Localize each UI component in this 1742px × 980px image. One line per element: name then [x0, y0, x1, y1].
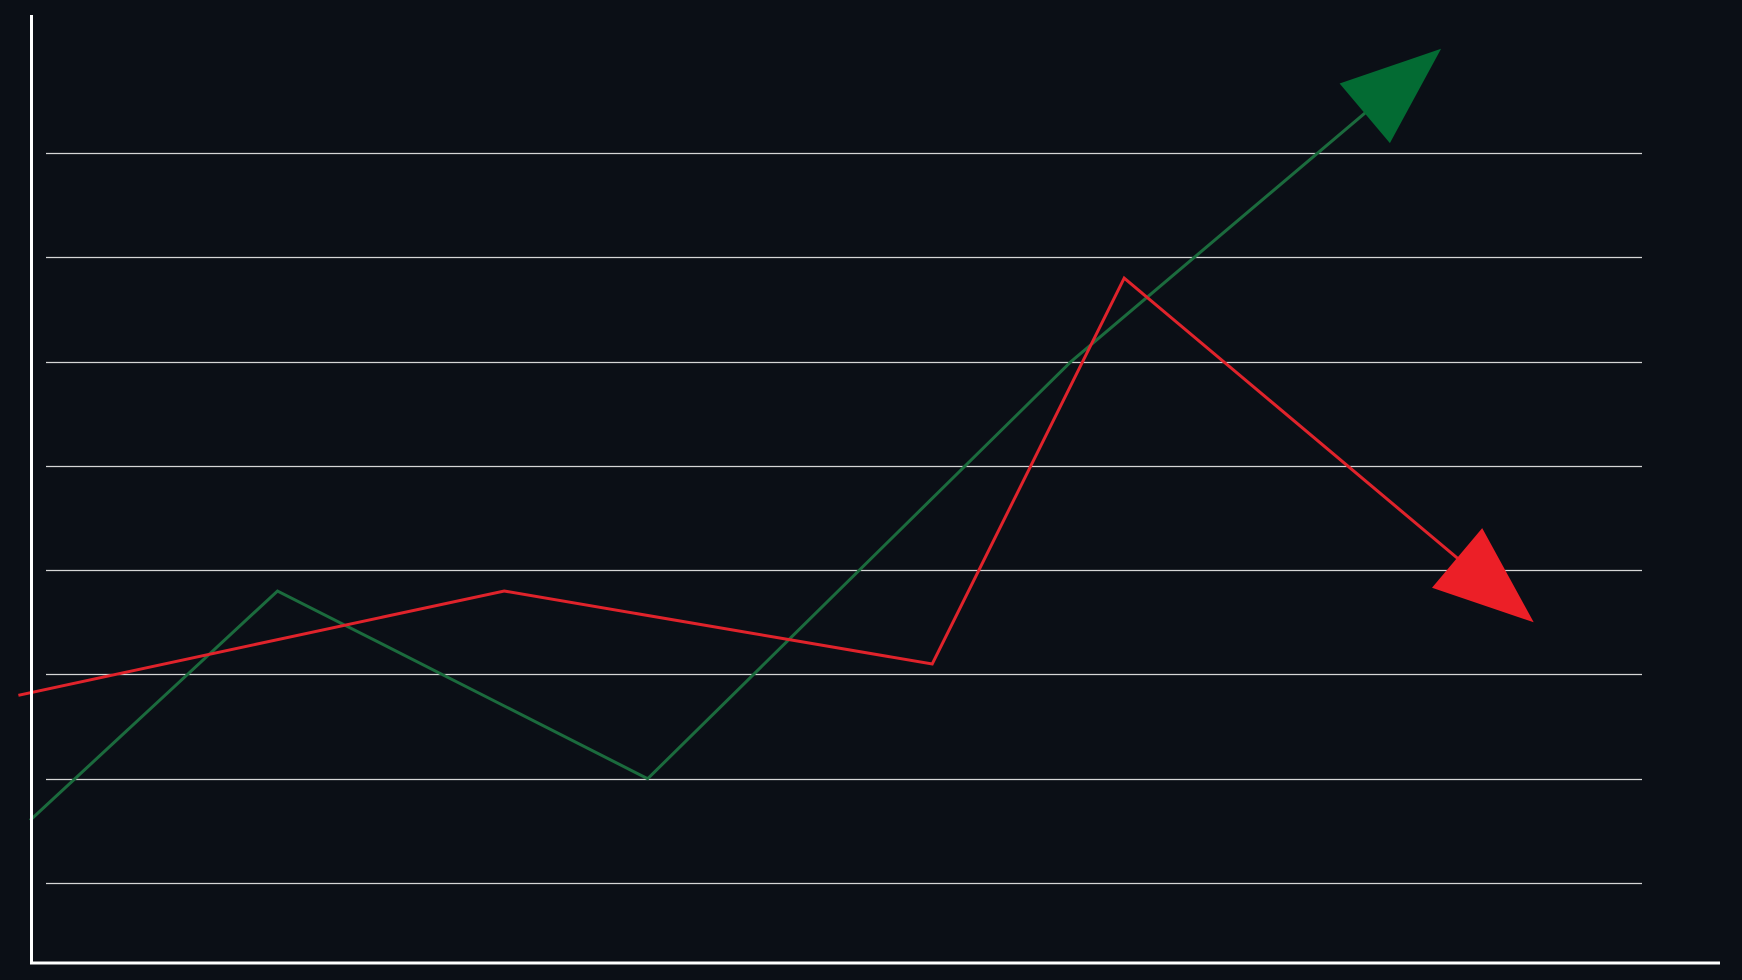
gridlines — [46, 152, 1642, 885]
series-line-2 — [18, 275, 1493, 697]
series-1-arrowhead-up — [1339, 48, 1442, 144]
series-line-1 — [28, 83, 1401, 822]
series-2-arrowhead-down — [1432, 528, 1534, 623]
arrowheads — [1339, 48, 1534, 623]
series-lines — [18, 83, 1493, 822]
axes — [30, 15, 1720, 965]
